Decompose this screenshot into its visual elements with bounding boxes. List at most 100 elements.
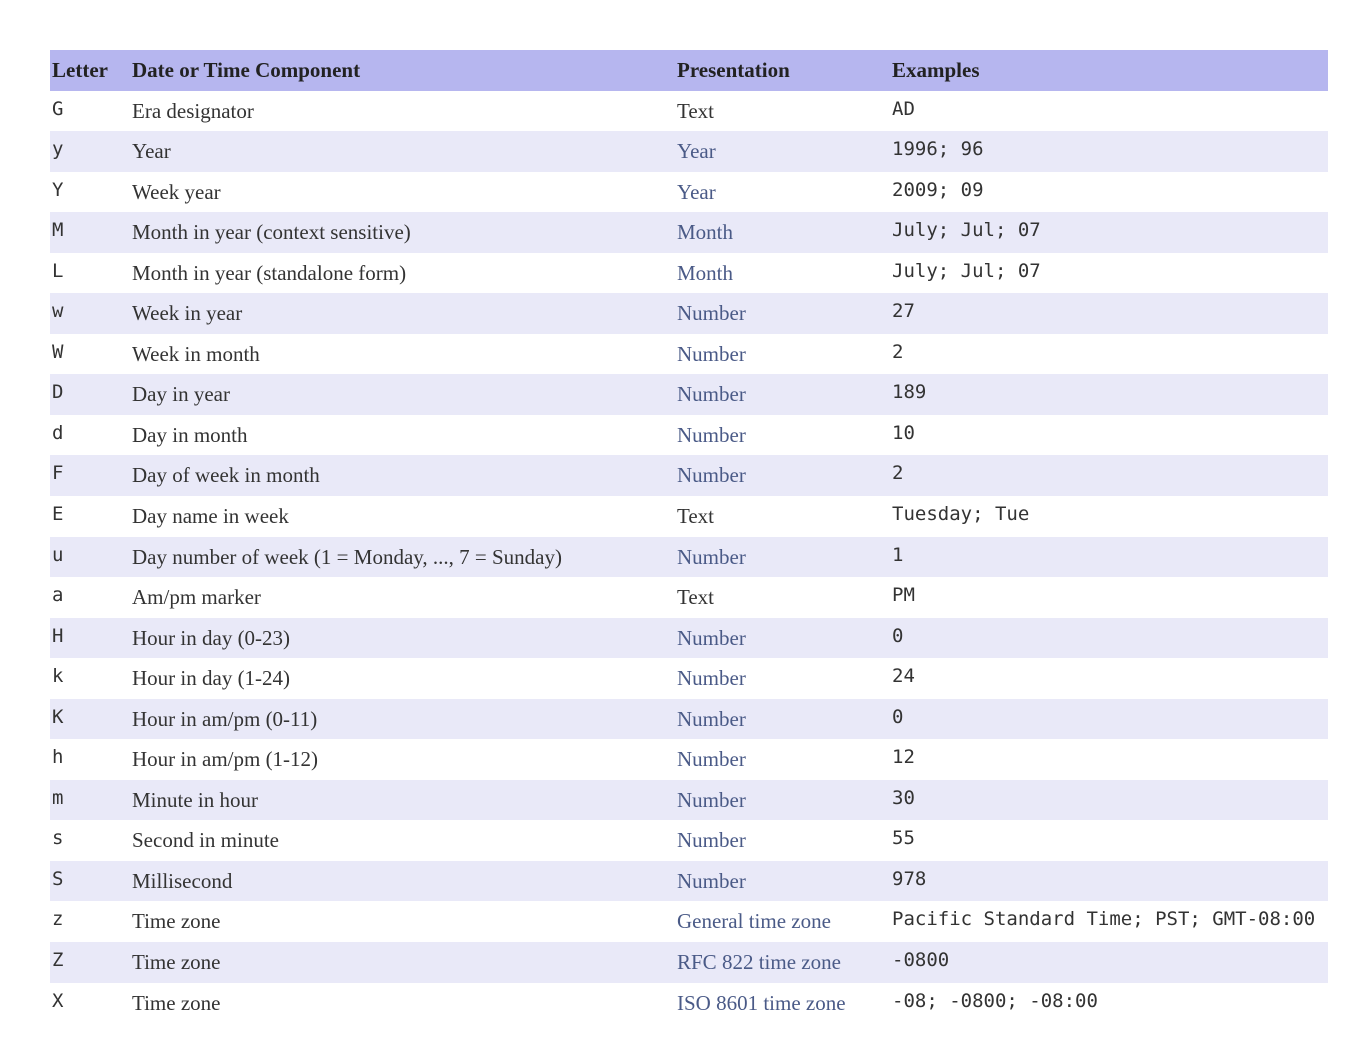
header-row: Letter Date or Time Component Presentati… — [50, 50, 1328, 91]
cell-component: Day in year — [130, 374, 675, 415]
cell-letter: d — [50, 415, 130, 456]
table-row: ZTime zoneRFC 822 time zone-0800 — [50, 942, 1328, 983]
table-row: kHour in day (1-24)Number24 — [50, 658, 1328, 699]
table-row: zTime zoneGeneral time zonePacific Stand… — [50, 901, 1328, 942]
col-header-examples: Examples — [890, 50, 1328, 91]
cell-presentation[interactable]: Number — [675, 820, 890, 861]
cell-letter: z — [50, 901, 130, 942]
cell-component: Day of week in month — [130, 455, 675, 496]
cell-presentation: Text — [675, 577, 890, 618]
cell-presentation[interactable]: Number — [675, 293, 890, 334]
cell-letter: m — [50, 780, 130, 821]
table-row: uDay number of week (1 = Monday, ..., 7 … — [50, 537, 1328, 578]
cell-example: 1 — [890, 537, 1328, 578]
cell-example: Pacific Standard Time; PST; GMT-08:00 — [890, 901, 1328, 942]
cell-letter: u — [50, 537, 130, 578]
cell-letter: h — [50, 739, 130, 780]
cell-example: 2009; 09 — [890, 172, 1328, 213]
cell-example: -0800 — [890, 942, 1328, 983]
cell-example: 10 — [890, 415, 1328, 456]
cell-presentation: Text — [675, 91, 890, 132]
cell-letter: s — [50, 820, 130, 861]
cell-presentation[interactable]: Number — [675, 780, 890, 821]
cell-letter: y — [50, 131, 130, 172]
cell-presentation[interactable]: Number — [675, 374, 890, 415]
cell-presentation[interactable]: Year — [675, 131, 890, 172]
date-format-table: Letter Date or Time Component Presentati… — [50, 50, 1328, 1023]
cell-example: 30 — [890, 780, 1328, 821]
cell-presentation[interactable]: Number — [675, 537, 890, 578]
table-row: LMonth in year (standalone form)MonthJul… — [50, 253, 1328, 294]
cell-presentation[interactable]: Number — [675, 618, 890, 659]
cell-component: Second in minute — [130, 820, 675, 861]
cell-component: Minute in hour — [130, 780, 675, 821]
cell-example: -08; -0800; -08:00 — [890, 983, 1328, 1024]
table-row: mMinute in hourNumber30 — [50, 780, 1328, 821]
cell-presentation[interactable]: Year — [675, 172, 890, 213]
cell-example: July; Jul; 07 — [890, 212, 1328, 253]
cell-presentation[interactable]: Month — [675, 212, 890, 253]
cell-example: 55 — [890, 820, 1328, 861]
cell-component: Week in year — [130, 293, 675, 334]
table-row: aAm/pm markerTextPM — [50, 577, 1328, 618]
cell-letter: X — [50, 983, 130, 1024]
cell-component: Millisecond — [130, 861, 675, 902]
cell-example: 0 — [890, 618, 1328, 659]
cell-example: 0 — [890, 699, 1328, 740]
table-row: yYearYear1996; 96 — [50, 131, 1328, 172]
cell-example: 978 — [890, 861, 1328, 902]
table-row: DDay in yearNumber189 — [50, 374, 1328, 415]
cell-example: 2 — [890, 455, 1328, 496]
cell-component: Day number of week (1 = Monday, ..., 7 =… — [130, 537, 675, 578]
cell-letter: L — [50, 253, 130, 294]
cell-letter: S — [50, 861, 130, 902]
table-row: WWeek in monthNumber2 — [50, 334, 1328, 375]
table-head: Letter Date or Time Component Presentati… — [50, 50, 1328, 91]
cell-presentation[interactable]: RFC 822 time zone — [675, 942, 890, 983]
cell-presentation[interactable]: Number — [675, 699, 890, 740]
cell-component: Day in month — [130, 415, 675, 456]
cell-presentation[interactable]: Number — [675, 334, 890, 375]
cell-presentation[interactable]: General time zone — [675, 901, 890, 942]
cell-presentation[interactable]: Number — [675, 415, 890, 456]
cell-presentation[interactable]: ISO 8601 time zone — [675, 983, 890, 1024]
table-row: HHour in day (0-23)Number0 — [50, 618, 1328, 659]
cell-presentation: Text — [675, 496, 890, 537]
cell-example: AD — [890, 91, 1328, 132]
cell-component: Time zone — [130, 901, 675, 942]
cell-presentation[interactable]: Number — [675, 739, 890, 780]
cell-letter: W — [50, 334, 130, 375]
table-row: MMonth in year (context sensitive)MonthJ… — [50, 212, 1328, 253]
cell-component: Month in year (context sensitive) — [130, 212, 675, 253]
cell-component: Era designator — [130, 91, 675, 132]
cell-example: 2 — [890, 334, 1328, 375]
cell-presentation[interactable]: Month — [675, 253, 890, 294]
cell-presentation[interactable]: Number — [675, 861, 890, 902]
col-header-component: Date or Time Component — [130, 50, 675, 91]
table-row: YWeek yearYear2009; 09 — [50, 172, 1328, 213]
cell-component: Hour in am/pm (0-11) — [130, 699, 675, 740]
table-row: GEra designatorTextAD — [50, 91, 1328, 132]
cell-letter: Z — [50, 942, 130, 983]
cell-letter: D — [50, 374, 130, 415]
table-row: FDay of week in monthNumber2 — [50, 455, 1328, 496]
cell-letter: K — [50, 699, 130, 740]
cell-letter: F — [50, 455, 130, 496]
table-row: SMillisecondNumber978 — [50, 861, 1328, 902]
cell-presentation[interactable]: Number — [675, 658, 890, 699]
table-row: EDay name in weekTextTuesday; Tue — [50, 496, 1328, 537]
cell-letter: w — [50, 293, 130, 334]
table-row: sSecond in minuteNumber55 — [50, 820, 1328, 861]
cell-letter: Y — [50, 172, 130, 213]
cell-presentation[interactable]: Number — [675, 455, 890, 496]
cell-letter: a — [50, 577, 130, 618]
cell-example: PM — [890, 577, 1328, 618]
cell-letter: H — [50, 618, 130, 659]
cell-component: Hour in day (0-23) — [130, 618, 675, 659]
cell-example: 24 — [890, 658, 1328, 699]
cell-component: Week year — [130, 172, 675, 213]
cell-component: Year — [130, 131, 675, 172]
cell-example: 1996; 96 — [890, 131, 1328, 172]
cell-example: 12 — [890, 739, 1328, 780]
cell-component: Time zone — [130, 983, 675, 1024]
